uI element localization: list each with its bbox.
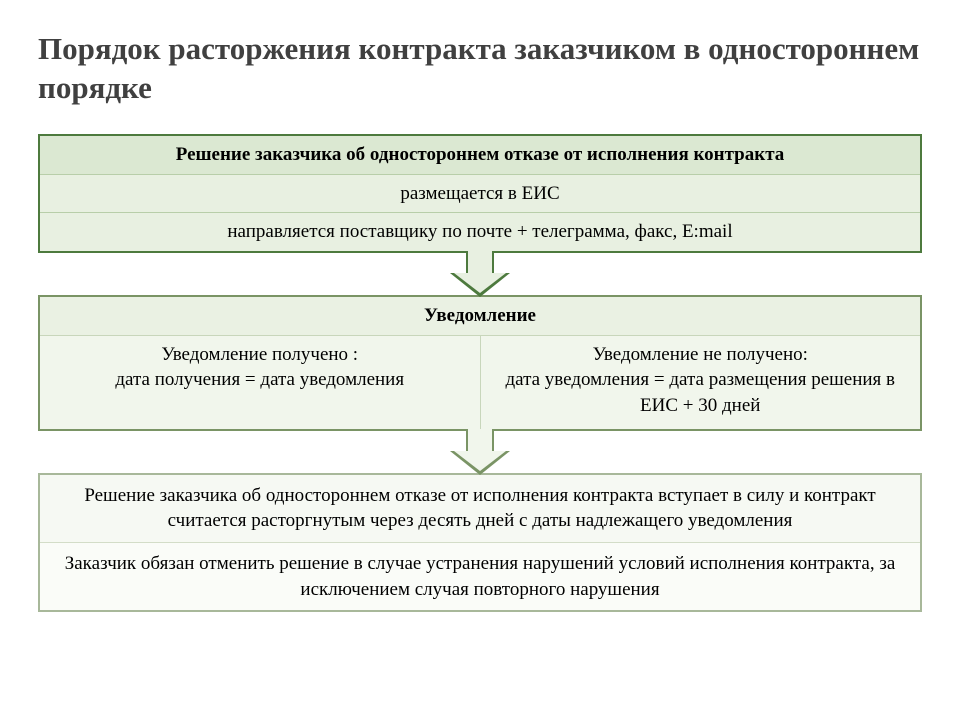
page-title: Порядок расторжения контракта заказчиком… [38, 30, 922, 108]
decision-row-send: направляется поставщику по почте + телег… [40, 212, 920, 251]
decision-row-eis: размещается в ЕИС [40, 174, 920, 213]
effect-row-cancel: Заказчик обязан отменить решение в случа… [40, 542, 920, 610]
notification-block: Уведомление Уведомление получено :дата п… [38, 295, 922, 431]
notification-not-received: Уведомление не получено:дата уведомления… [481, 336, 921, 429]
decision-block: Решение заказчика об одностороннем отказ… [38, 134, 922, 253]
decision-header: Решение заказчика об одностороннем отказ… [40, 136, 920, 174]
arrow-2 [38, 429, 922, 475]
effect-block: Решение заказчика об одностороннем отказ… [38, 473, 922, 613]
notification-header: Уведомление [40, 297, 920, 335]
effect-row-force: Решение заказчика об одностороннем отказ… [40, 475, 920, 542]
notification-received: Уведомление получено :дата получения = д… [40, 336, 481, 429]
arrow-1 [38, 251, 922, 297]
